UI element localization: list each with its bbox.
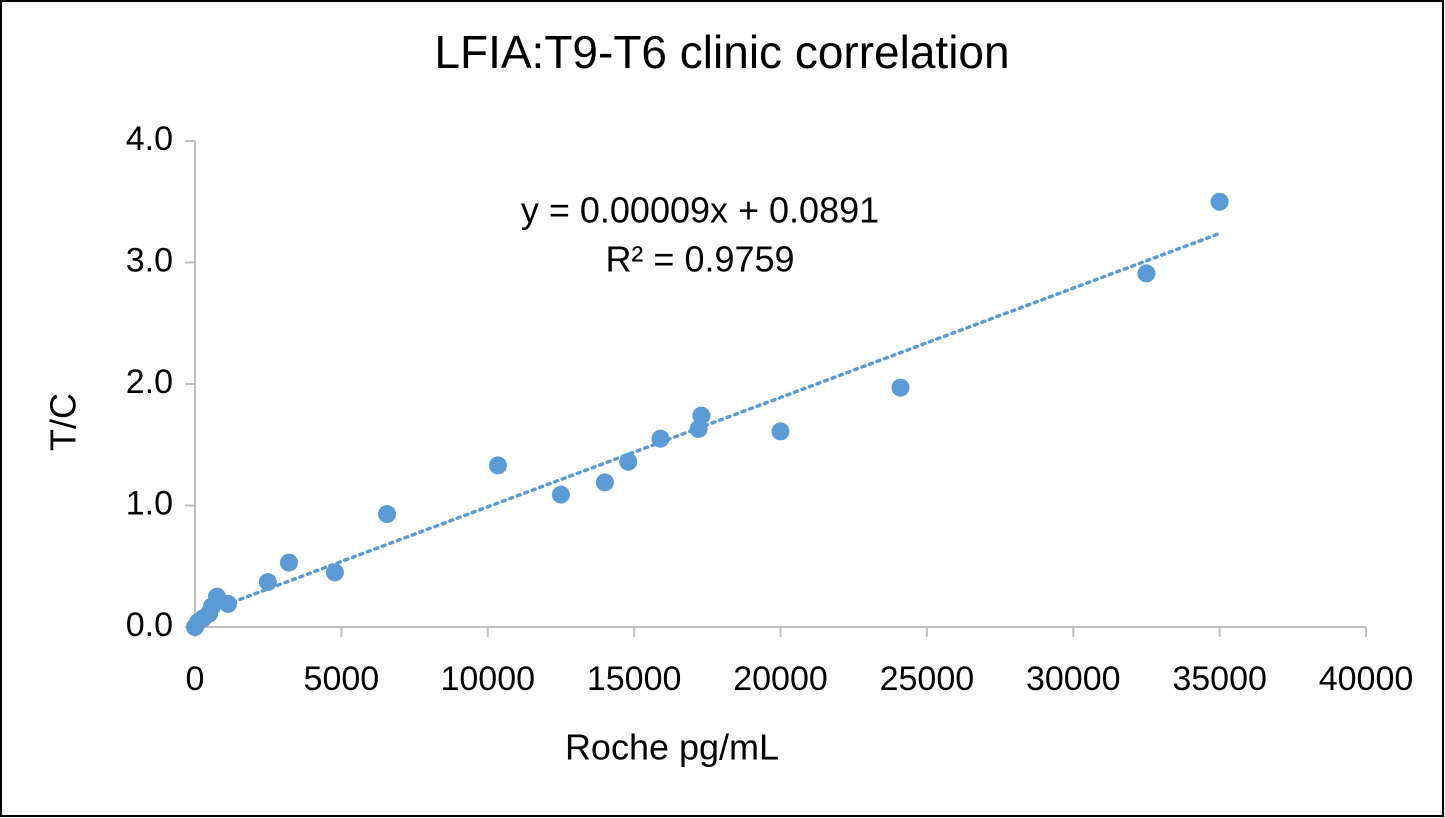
data-point [619, 452, 638, 471]
data-point [891, 378, 910, 397]
y-tick-label: 1.0 [126, 484, 173, 522]
chart-title: LFIA:T9-T6 clinic correlation [434, 26, 1009, 78]
data-point [325, 563, 344, 582]
data-point [692, 406, 711, 425]
data-point [258, 573, 277, 592]
data-point [378, 505, 397, 524]
data-point [488, 456, 507, 475]
y-tick-label: 3.0 [126, 241, 173, 279]
y-axis-label: T/C [43, 393, 84, 451]
trendline-r-squared: R² = 0.9759 [605, 239, 794, 280]
x-tick-label: 20000 [733, 660, 828, 698]
x-tick-label: 0 [186, 660, 205, 698]
x-tick-label: 5000 [304, 660, 380, 698]
x-tick-label: 25000 [880, 660, 975, 698]
data-point [689, 419, 708, 438]
data-point [551, 485, 570, 504]
x-tick-label: 30000 [1026, 660, 1121, 698]
data-point [186, 618, 204, 636]
data-point [1210, 192, 1229, 211]
y-tick-label: 4.0 [126, 120, 173, 158]
x-tick-label: 15000 [587, 660, 682, 698]
trendline-equation: y = 0.00009x + 0.0891 [521, 190, 879, 231]
x-tick-label: 40000 [1319, 660, 1414, 698]
x-tick-label: 10000 [440, 660, 535, 698]
trendline [193, 231, 1222, 618]
data-point [651, 429, 670, 448]
y-tick-label: 0.0 [126, 606, 173, 644]
data-point [595, 473, 614, 492]
data-point [279, 553, 298, 572]
data-point [771, 422, 790, 441]
x-axis-label: Roche pg/mL [565, 727, 779, 768]
data-point [1137, 264, 1156, 283]
y-tick-label: 2.0 [126, 363, 173, 401]
x-tick-label: 35000 [1172, 660, 1267, 698]
